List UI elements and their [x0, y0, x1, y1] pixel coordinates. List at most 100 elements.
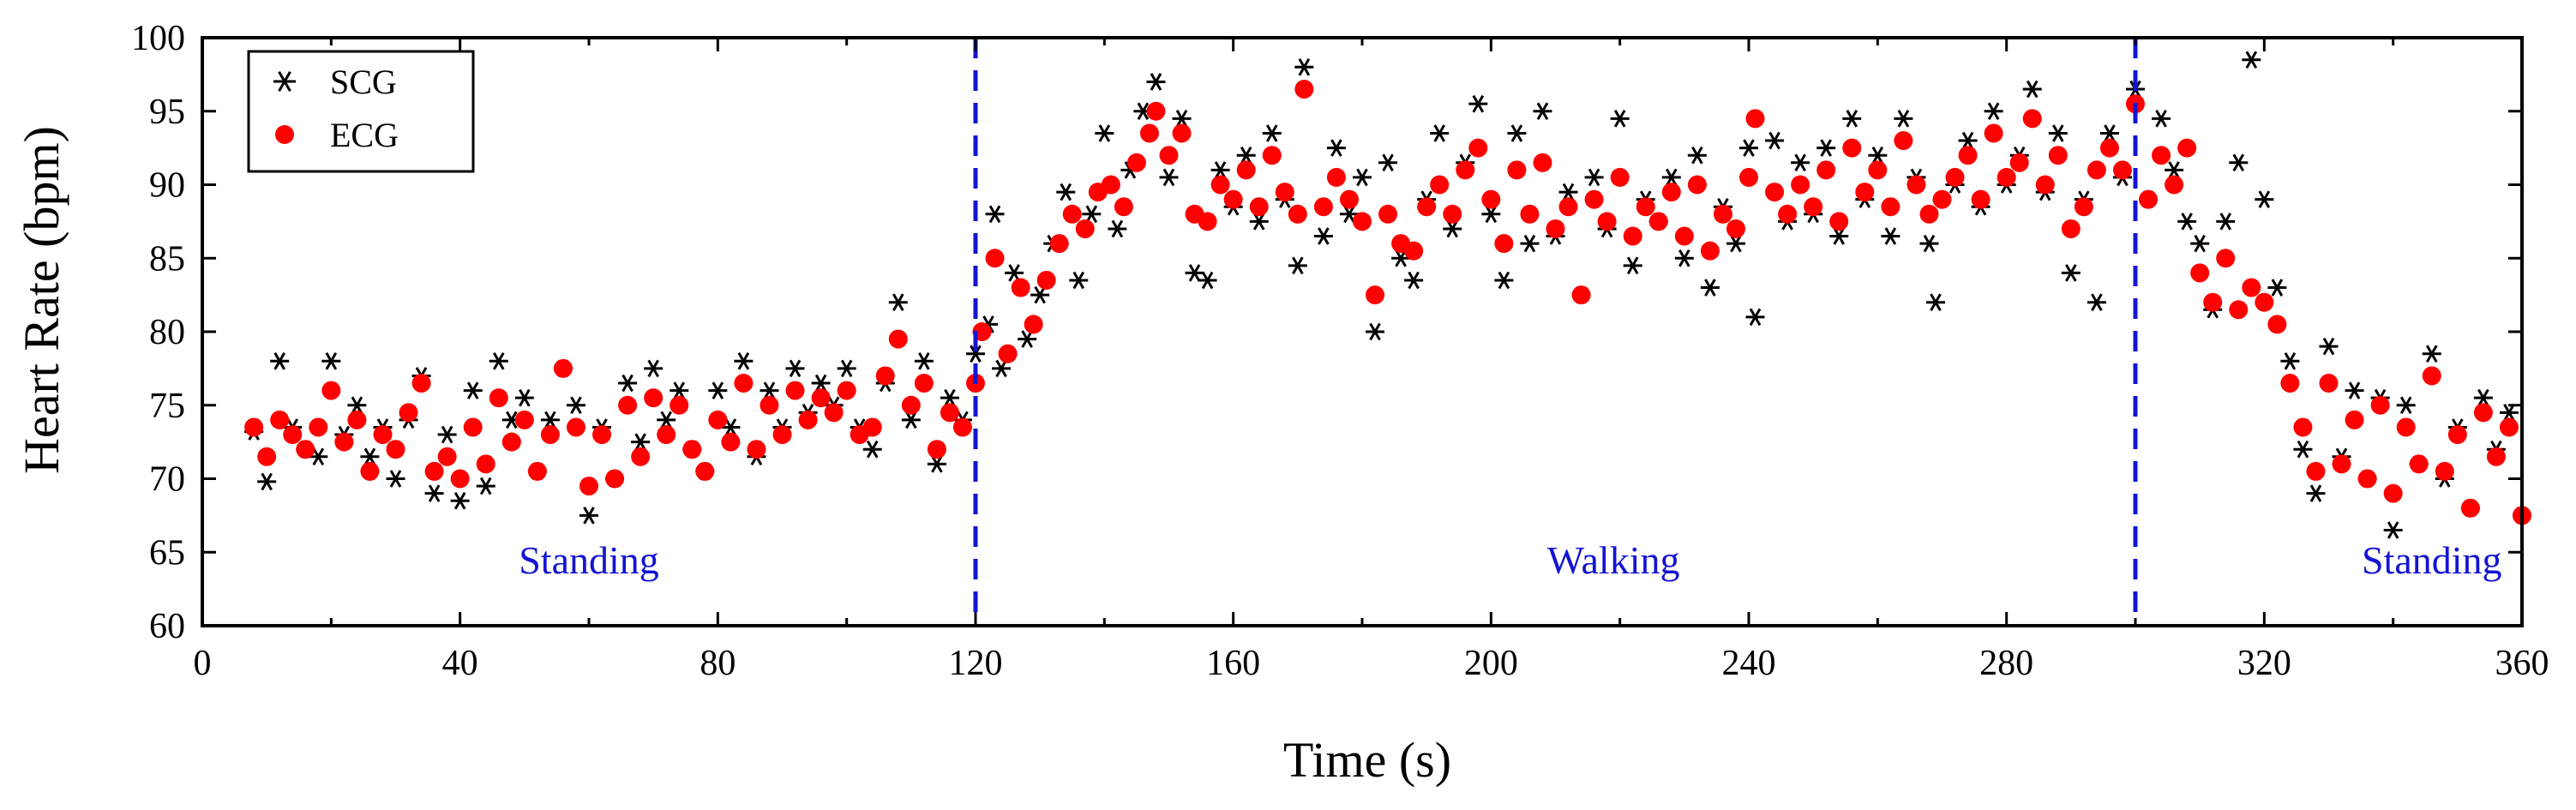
scg-point-93: [1430, 124, 1450, 142]
x-tick-label-9: 360: [2495, 644, 2549, 683]
ecg-point-149: [2152, 146, 2171, 165]
scg-point-1: [257, 472, 277, 491]
ecg-point-143: [2074, 197, 2093, 217]
ecg-point-95: [1456, 160, 1475, 180]
ecg-point-137: [1997, 167, 2016, 187]
ecg-point-23: [540, 425, 560, 445]
phase-dividers: [973, 38, 2138, 626]
ecg-point-75: [1198, 212, 1217, 231]
scg-point-15: [437, 425, 457, 444]
scg-point-161: [2306, 484, 2326, 502]
ecg-point-63: [1049, 234, 1069, 254]
scg-point-80: [1262, 124, 1282, 142]
ecg-point-84: [1313, 197, 1333, 217]
ecg-point-42: [785, 381, 805, 400]
ecg-point-76: [1210, 175, 1230, 195]
scg-point-103: [1558, 183, 1578, 201]
scg-point-26: [579, 507, 598, 525]
scg-point-94: [1443, 219, 1462, 238]
ecg-point-174: [2473, 403, 2493, 423]
ecg-point-46: [837, 381, 856, 400]
ecg-point-101: [1533, 153, 1552, 172]
ecg-point-88: [1366, 285, 1385, 305]
scg-point-149: [2152, 110, 2171, 128]
scg-point-162: [2319, 337, 2339, 356]
scg-point-74: [1185, 264, 1204, 282]
scg-point-54: [940, 388, 959, 407]
scg-point-150: [2165, 161, 2184, 179]
scg-point-97: [1481, 205, 1501, 224]
scg-point-84: [1313, 227, 1333, 245]
annotation-0: Standing: [519, 538, 659, 582]
ecg-point-32: [657, 425, 676, 445]
scg-point-58: [985, 205, 1005, 224]
ecg-point-164: [2345, 410, 2364, 429]
scg-point-59: [992, 359, 1012, 378]
ecg-point-132: [1932, 189, 1952, 209]
scg-point-116: [1726, 234, 1745, 253]
ecg-point-152: [2190, 263, 2210, 283]
scg-point-14: [424, 484, 444, 502]
scg-point-131: [1919, 234, 1939, 253]
ecg-point-24: [553, 358, 573, 378]
ecg-point-155: [2229, 300, 2249, 320]
scg-point-113: [1687, 146, 1707, 165]
ecg-point-158: [2267, 315, 2287, 334]
axes: 0 40 80 120 160 200 240 280 320 360 60 65 70 75 80 85 90…: [131, 19, 2549, 683]
ecg-point-55: [952, 417, 972, 437]
scg-point-151: [2177, 213, 2197, 231]
y-tick-label-2: 70: [149, 460, 185, 500]
ecg-point-27: [592, 425, 612, 445]
ecg-point-64: [1062, 204, 1082, 224]
ecg-point-35: [695, 461, 715, 481]
ecg-point-17: [463, 417, 483, 437]
scg-point-142: [2061, 264, 2081, 282]
ecg-point-26: [579, 477, 598, 496]
scg-point-176: [2499, 404, 2519, 422]
ecg-point-93: [1430, 175, 1450, 195]
scg-point-90: [1391, 249, 1411, 267]
scg-point-111: [1661, 168, 1681, 187]
ecg-point-96: [1468, 138, 1488, 158]
scg-point-37: [721, 418, 741, 436]
ecg-point-150: [2165, 175, 2184, 195]
ecg-point-113: [1687, 175, 1707, 195]
ecg-point-125: [1842, 138, 1862, 158]
ecg-point-65: [1075, 219, 1095, 238]
scg-point-105: [1584, 168, 1604, 187]
ecg-point-10: [373, 425, 393, 445]
ecg-point-31: [644, 388, 664, 408]
scg-point-72: [1159, 168, 1179, 187]
scg-point-5: [309, 447, 328, 466]
scg-point-154: [2216, 213, 2236, 231]
scg-point-68: [1108, 219, 1127, 238]
ecg-point-37: [721, 432, 741, 452]
scg-point-107: [1610, 110, 1630, 128]
ecg-point-130: [1906, 175, 1926, 195]
x-tick-label-6: 240: [1722, 644, 1776, 683]
scg-point-167: [2383, 521, 2403, 539]
ecg-point-50: [888, 329, 908, 349]
ecg-point-51: [901, 395, 921, 415]
scg-point-159: [2280, 352, 2300, 370]
ecg-point-43: [798, 410, 818, 429]
ecg-point-135: [1971, 189, 1991, 209]
scg-point-134: [1958, 131, 1978, 150]
scg-point-123: [1816, 139, 1836, 157]
annotation-1: Walking: [1547, 538, 1680, 582]
ecg-point-2: [270, 410, 290, 429]
ecg-point-94: [1443, 204, 1462, 224]
ecg-point-18: [476, 454, 495, 474]
ecg-point-71: [1146, 101, 1166, 121]
scg-point-129: [1894, 110, 1913, 128]
ecg-point-19: [489, 388, 508, 408]
ecg-point-81: [1275, 183, 1294, 202]
ecg-point-79: [1249, 197, 1269, 217]
ecg-point-82: [1288, 204, 1307, 224]
ecg-point-102: [1546, 219, 1565, 238]
scg-point-66: [1082, 205, 1102, 224]
scg-point-125: [1842, 110, 1862, 128]
scg-point-128: [1881, 227, 1900, 245]
ecg-point-3: [283, 425, 303, 445]
ecg-point-114: [1700, 241, 1720, 261]
